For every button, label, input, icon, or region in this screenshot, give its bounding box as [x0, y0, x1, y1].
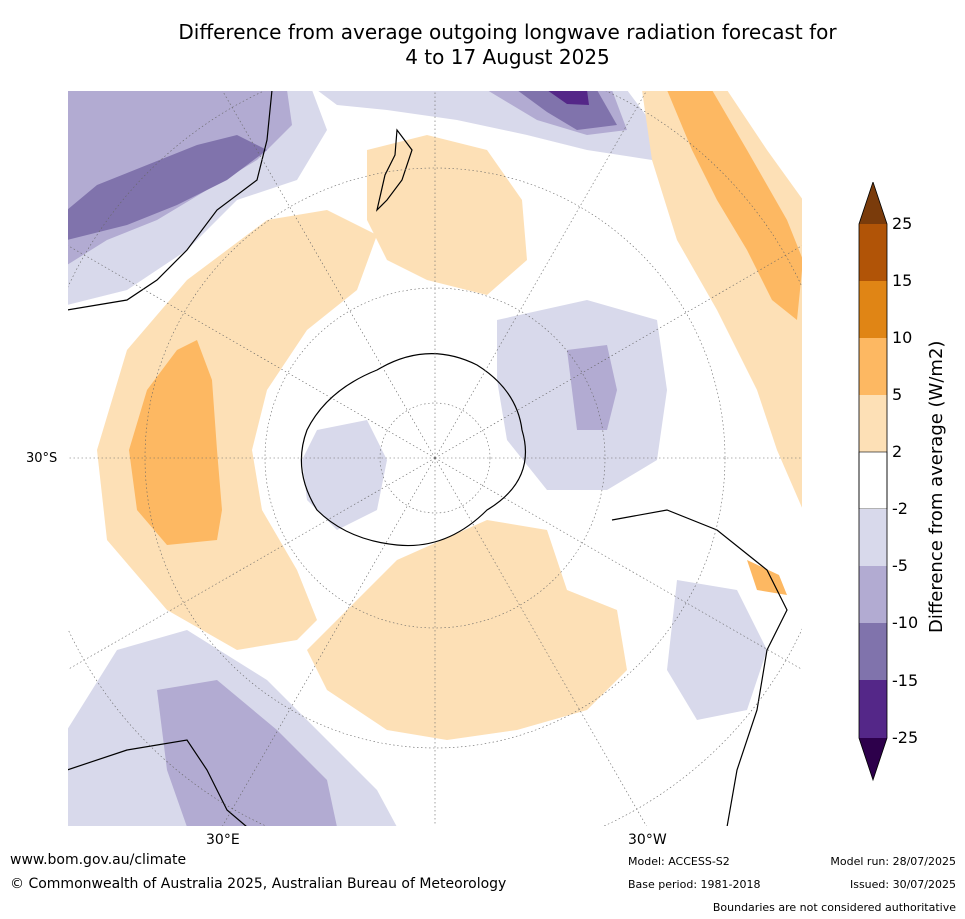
colorbar-tick-label: -25	[892, 728, 919, 747]
colorbar-tick-label: 15	[892, 271, 913, 290]
base-period: Base period: 1981-2018	[628, 878, 761, 891]
website-link[interactable]: www.bom.gov.au/climate	[10, 852, 187, 868]
colorbar-tick-label: 10	[892, 328, 913, 347]
model-name: Model: ACCESS-S2	[628, 855, 730, 868]
coastline	[67, 739, 248, 827]
copyright-notice: © Commonwealth of Australia 2025, Austra…	[10, 876, 507, 892]
colorbar-segment	[859, 566, 887, 623]
latitude-label-30s: 30°S	[26, 451, 58, 466]
map-canvas	[67, 90, 803, 827]
map-frame	[67, 90, 803, 827]
colorbar-segment	[859, 281, 887, 338]
colorbar-segment	[858, 451, 888, 510]
anomaly-region-neg	[667, 580, 767, 720]
colorbar-segment	[859, 680, 887, 738]
colorbar-tick-label: 5	[892, 385, 903, 404]
colorbar-segment	[859, 395, 887, 452]
title-line-1: Difference from average outgoing longwav…	[178, 20, 837, 44]
colorbar-tick-label: 2	[892, 442, 903, 461]
graticule	[67, 90, 803, 827]
longitude-label-30w: 30°W	[628, 832, 667, 848]
title-line-2: 4 to 17 August 2025	[405, 45, 610, 69]
anomaly-region-neg	[567, 345, 617, 430]
coastline	[611, 509, 788, 827]
colorbar-extend-bottom	[859, 738, 887, 780]
anomaly-region-pos	[367, 135, 527, 295]
colorbar-segment	[859, 623, 887, 680]
anomaly-region-pos	[307, 520, 627, 740]
anomaly-region-neg	[157, 680, 337, 827]
anomaly-region-pos	[667, 90, 803, 320]
anomaly-region-pos	[747, 560, 787, 595]
colorbar-title: Difference from average (W/m2)	[926, 340, 947, 633]
anomaly-region-neg	[67, 135, 267, 240]
longitude-label-30e: 30°E	[206, 832, 240, 848]
colorbar-outline	[858, 182, 888, 782]
colorbar-tick-label: -5	[892, 556, 908, 575]
anomaly-region-neg	[517, 90, 617, 130]
boundaries-disclaimer: Boundaries are not considered authoritat…	[712, 901, 956, 914]
coastline	[67, 90, 273, 311]
colorbar-segment	[859, 224, 887, 281]
colorbar-segment	[859, 338, 887, 395]
anomaly-region-neg	[302, 420, 387, 530]
colorbar-segment	[859, 509, 887, 566]
model-run-date: Model run: 28/07/2025	[830, 855, 956, 868]
anomaly-region-neg	[547, 90, 589, 105]
colorbar-extend-top	[859, 182, 887, 224]
colorbar-legend: 25 15 10 5 2 -2 -5 -10 -15 -25	[858, 182, 965, 782]
colorbar	[858, 182, 888, 782]
colorbar-tick-label: -2	[892, 499, 908, 518]
coastline	[375, 128, 413, 212]
colorbar-tick-label: -15	[892, 671, 919, 690]
chart-title: Difference from average outgoing longwav…	[100, 20, 915, 70]
colorbar-tick-label: -10	[892, 613, 919, 632]
map-panel	[67, 90, 803, 827]
issued-date: Issued: 30/07/2025	[849, 878, 956, 891]
coastline	[300, 353, 526, 547]
colorbar-tick-label: 25	[892, 214, 913, 233]
anomaly-region-pos	[129, 340, 222, 545]
